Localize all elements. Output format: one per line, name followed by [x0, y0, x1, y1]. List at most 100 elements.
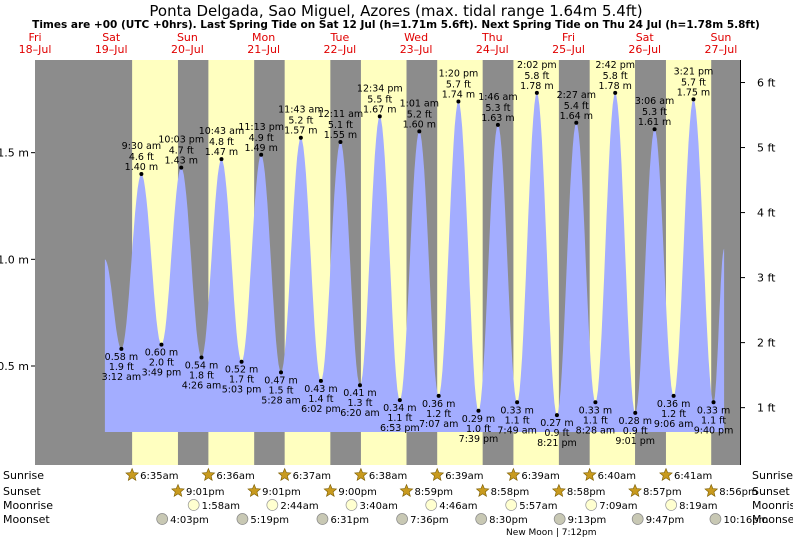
sunrise-icon: [659, 467, 673, 481]
sunset-time: 9:00pm: [338, 487, 377, 498]
sunrise-time: 6:35am: [140, 471, 178, 482]
sunrise-time: 6:39am: [521, 471, 559, 482]
day-date: 21–Jul: [247, 43, 280, 56]
tide-m-label: 0.54 m: [185, 360, 218, 371]
right-tick-label: 3 ft: [757, 272, 776, 285]
tide-ft-label: 4.7 ft: [169, 146, 194, 157]
day-name: Fri: [562, 31, 575, 44]
sunrise-icon: [277, 467, 292, 481]
tide-ft-label: 5.2 ft: [288, 116, 313, 127]
tide-m-label: 1.47 m: [205, 147, 238, 158]
row-label-right: Sunrise: [752, 469, 793, 482]
moonrise-icon: [665, 499, 677, 511]
moonrise-icon: [266, 499, 279, 511]
tide-m-label: 0.28 m: [619, 416, 652, 427]
tide-m-label: 1.75 m: [677, 87, 710, 98]
tide-ft-label: 5.5 ft: [367, 94, 392, 105]
sunrise-icon: [125, 467, 140, 481]
tide-point: [199, 355, 204, 360]
day-name: Fri: [28, 31, 41, 44]
tide-ft-label: 0.9 ft: [623, 426, 648, 437]
left-tick-label: 0.5 m: [0, 360, 29, 373]
tide-ft-label: 1.3 ft: [347, 398, 372, 409]
moonset-icon: [236, 513, 249, 525]
sunrise-time: 6:37am: [293, 471, 331, 482]
tide-m-label: 0.36 m: [657, 399, 690, 410]
tide-ft-label: 5.3 ft: [485, 103, 510, 114]
tide-time-label: 11:13 pm: [238, 122, 284, 133]
tide-m-label: 1.64 m: [560, 111, 593, 122]
tide-m-label: 1.60 m: [403, 119, 436, 130]
row-label-right: Sunset: [752, 485, 790, 498]
tide-ft-label: 1.5 ft: [268, 385, 293, 396]
sunrise-icon: [201, 467, 216, 481]
tide-m-label: 1.57 m: [284, 126, 317, 137]
tide-m-label: 0.29 m: [462, 414, 495, 425]
tide-point: [476, 408, 481, 413]
tide-point: [417, 129, 422, 134]
day-name: Sun: [177, 31, 198, 44]
day-date: 23–Jul: [400, 43, 433, 56]
sunset-icon: [475, 483, 490, 497]
moonset-icon: [396, 513, 408, 525]
tide-point: [259, 152, 264, 157]
tide-point: [691, 97, 696, 102]
moonset-icon: [475, 513, 488, 525]
tide-time-label: 5:03 pm: [222, 385, 262, 396]
tide-ft-label: 1.7 ft: [229, 375, 254, 386]
tide-time-label: 2:42 pm: [595, 60, 635, 71]
tide-m-label: 1.67 m: [363, 104, 396, 115]
tide-point: [593, 400, 598, 405]
sunset-time: 8:58pm: [491, 487, 530, 498]
moonrise-icon: [505, 499, 518, 511]
day-name: Sat: [636, 31, 655, 44]
moonrise-time: 4:46am: [439, 501, 477, 512]
tide-m-label: 1.61 m: [638, 117, 671, 128]
tide-time-label: 11:43 am: [278, 105, 323, 116]
tide-point: [239, 359, 244, 364]
moonset-icon: [156, 513, 169, 525]
tide-m-label: 0.58 m: [105, 352, 138, 363]
moonset-time: 4:03pm: [170, 515, 209, 526]
row-label-left: Moonset: [3, 513, 50, 526]
tide-point: [179, 165, 184, 170]
tide-point: [397, 398, 402, 403]
tide-time-label: 2:02 pm: [517, 60, 557, 71]
axes: 0.5 m 1.0 m 1.5 m 1 ft 2 ft 3 ft 4 ft 5 ft 6 ft: [0, 60, 776, 465]
tide-ft-label: 5.8 ft: [524, 71, 549, 82]
day-date: 18–Jul: [19, 43, 52, 56]
tide-point: [711, 400, 716, 405]
tide-m-label: 1.74 m: [442, 89, 475, 100]
day-date: 20–Jul: [171, 43, 204, 56]
row-label-left: Moonrise: [3, 499, 53, 512]
tide-point: [139, 172, 144, 176]
tide-time-label: 1:01 am: [400, 98, 439, 109]
tide-time-label: 3:06 am: [635, 96, 674, 107]
tide-m-label: 1.43 m: [165, 156, 198, 167]
sunset-icon: [551, 483, 566, 497]
sunset-time: 9:01pm: [262, 487, 301, 498]
chart-subtitle: Times are +00 (UTC +0hrs). Last Spring T…: [32, 19, 760, 31]
tide-point: [554, 413, 559, 418]
tide-m-label: 0.60 m: [145, 348, 178, 359]
tide-time-label: 6:53 pm: [380, 423, 420, 434]
tide-ft-label: 1.9 ft: [109, 362, 134, 373]
moon-phase-label: New Moon | 7:12pm: [506, 528, 596, 538]
right-tick-label: 6 ft: [757, 77, 776, 90]
moonset-icon: [709, 513, 722, 525]
tide-time-label: 12:11 am: [318, 109, 363, 120]
tide-ft-label: 5.8 ft: [603, 71, 628, 82]
day-date: 27–Jul: [705, 43, 738, 56]
sunset-time: 8:57pm: [643, 487, 682, 498]
tide-time-label: 3:12 am: [102, 372, 141, 383]
sunset-time: 9:01pm: [186, 487, 225, 498]
sunset-icon: [323, 483, 338, 497]
tide-ft-label: 1.8 ft: [189, 370, 214, 381]
tide-m-label: 0.36 m: [422, 399, 455, 410]
tide-time-label: 7:49 am: [497, 425, 536, 436]
sunrise-time: 6:40am: [598, 471, 636, 482]
tide-point: [338, 140, 343, 144]
sunset-time: 8:59pm: [415, 487, 454, 498]
tide-point: [318, 378, 323, 383]
tide-ft-label: 2.0 ft: [149, 358, 174, 369]
